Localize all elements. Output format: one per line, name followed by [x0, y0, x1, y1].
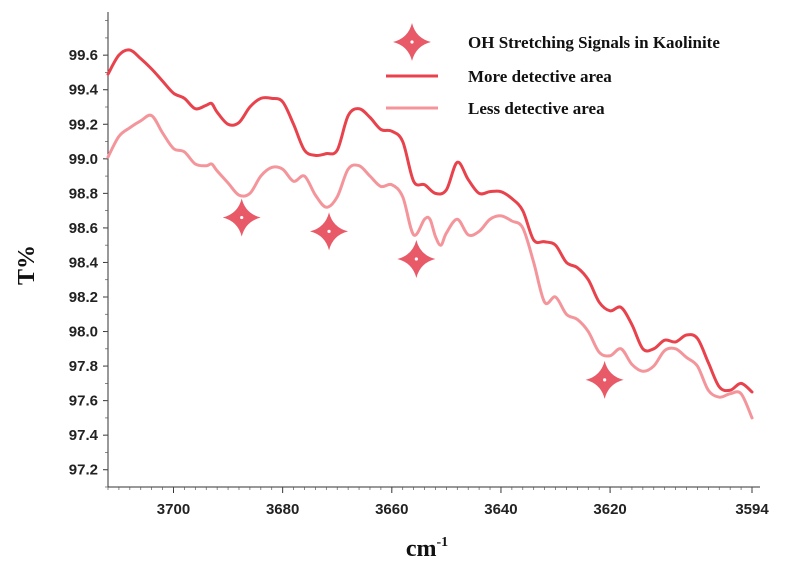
legend-marker-label: OH Stretching Signals in Kaolinite	[468, 33, 720, 52]
x-tick-label: 3620	[593, 501, 626, 518]
y-tick-label: 98.8	[69, 185, 98, 202]
series-group	[106, 48, 754, 420]
legend-label: Less detective area	[468, 99, 605, 118]
y-tick-label: 97.8	[69, 358, 98, 375]
x-tick-label: 3700	[157, 501, 190, 518]
star-center	[327, 229, 331, 233]
x-tick-label: 3660	[375, 501, 408, 518]
legend-label: More detective area	[468, 67, 612, 86]
y-tick-label: 99.6	[69, 47, 98, 64]
star-center	[240, 215, 244, 220]
oh-signal-marker	[222, 198, 261, 237]
y-tick-label: 97.6	[69, 393, 98, 410]
y-axis-title: T%	[14, 245, 40, 285]
oh-signal-marker	[310, 212, 349, 251]
oh-signal-marker	[397, 240, 436, 278]
series-line-less-detective-area	[106, 113, 754, 420]
axes	[107, 12, 760, 488]
ticks: 97.2 97.4 97.6 97.8 98.0 98.2 98.4 98.6 98.8 99.0…	[69, 20, 769, 518]
series-line-more-detective-area	[106, 48, 754, 394]
y-tick-label: 99.0	[69, 151, 98, 168]
y-tick-label: 98.4	[69, 254, 99, 271]
star-center	[410, 40, 414, 44]
star-center	[414, 257, 418, 261]
y-tick-label: 98.6	[69, 220, 98, 237]
x-tick-label: 3594	[735, 501, 769, 518]
y-tick-label: 97.2	[69, 462, 98, 479]
y-tick-label: 99.2	[69, 116, 98, 133]
x-tick-label: 3640	[484, 501, 517, 518]
star-center	[603, 378, 607, 382]
x-axis-title: cm-1	[406, 535, 448, 562]
oh-signal-markers	[222, 198, 624, 399]
legend: OH Stretching Signals in Kaolinite More d…	[386, 23, 720, 118]
y-tick-label: 98.2	[69, 289, 98, 306]
y-tick-label: 98.0	[69, 324, 98, 341]
oh-signal-marker	[585, 360, 624, 399]
legend-marker-star	[393, 23, 431, 61]
x-tick-label: 3680	[266, 501, 299, 518]
y-tick-label: 99.4	[69, 82, 99, 99]
x-axis-title-superscript: -1	[436, 535, 448, 550]
x-axis-title-base: cm	[406, 536, 437, 562]
y-tick-label: 97.4	[69, 427, 99, 444]
